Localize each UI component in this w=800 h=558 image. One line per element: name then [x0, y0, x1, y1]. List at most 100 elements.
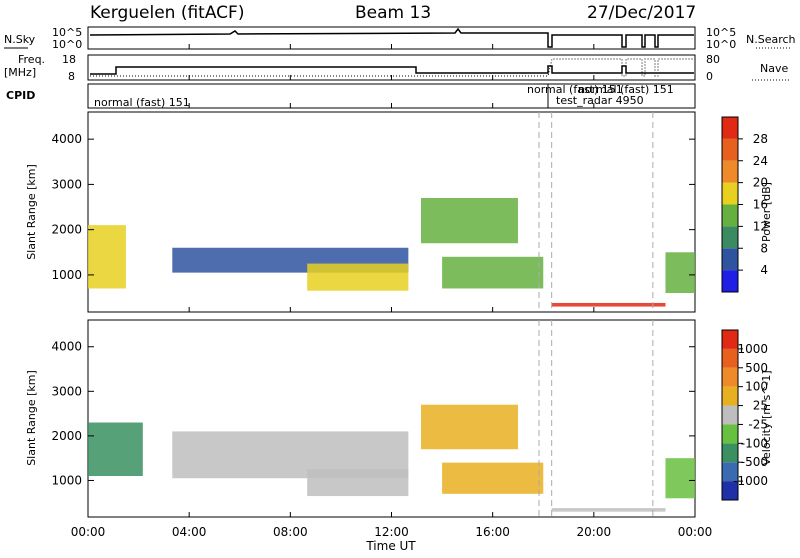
colorbar-swatch — [722, 367, 738, 387]
cpid-mode-2: normal (fast) 151 — [527, 83, 623, 96]
nsearch-tick-bottom: 10^0 — [706, 38, 736, 51]
velocity-colorbar-label: Velocity [m s^-1] — [760, 370, 773, 465]
velocity-panel: Slant Range [km] 1000 2000 3000 4000 — [25, 319, 696, 518]
x-tick-label: 16:00 — [475, 525, 510, 539]
colorbar-tick-label: 20 — [753, 176, 768, 190]
echo-region-7 — [665, 252, 695, 293]
power-ylabel: Slant Range [km] — [25, 164, 38, 260]
nsky-trace — [89, 27, 694, 48]
echo-region-7 — [665, 458, 695, 499]
nave-tick-bottom: 0 — [706, 70, 713, 83]
colorbar-swatch — [722, 481, 738, 500]
colorbar-swatch — [722, 248, 738, 271]
colorbar-swatch — [722, 160, 738, 183]
power-colorbar-label: Power [dB] — [760, 182, 773, 242]
nsearch-tick-top: 10^5 — [706, 26, 736, 39]
beam-title: Beam 13 — [355, 3, 431, 23]
y-tick-label: 3000 — [51, 384, 82, 398]
y-tick-label: 4000 — [51, 340, 82, 354]
cpid-panel: CPID normal (fast) 151 normal (fast) 151… — [6, 83, 696, 109]
colorbar-tick-label: 4 — [760, 263, 768, 277]
colorbar-swatch — [722, 117, 738, 139]
echo-region-6 — [551, 302, 666, 307]
colorbar-tick-label: 24 — [753, 154, 768, 168]
x-axis-ticks: 00:00 04:00 08:00 12:00 16:00 20:00 00:00 — [71, 44, 713, 539]
colorbar-tick-label: 28 — [753, 132, 768, 146]
velocity-colorbar: Velocity [m s^-1] 1000 500 100 25 -25 -100 -50… — [721, 329, 773, 501]
colorbar-tick-label: -100 — [741, 436, 768, 450]
colorbar-tick-label: 8 — [760, 241, 768, 255]
cpid-label: CPID — [6, 89, 35, 102]
x-tick-label: 12:00 — [374, 525, 409, 539]
cpid-mode-3: normal (fast) 151 — [578, 83, 674, 96]
nsearch-label: N.Search — [746, 33, 796, 46]
colorbar-tick-label: 12 — [753, 219, 768, 233]
colorbar-tick-label: 100 — [745, 380, 768, 394]
nave-label: Nave — [760, 62, 788, 75]
colorbar-tick-label: -25 — [748, 417, 768, 431]
nsky-label: N.Sky — [4, 33, 36, 46]
echo-region-1 — [88, 225, 126, 289]
freq-label-2: [MHz] — [4, 66, 36, 79]
echo-region-4 — [421, 197, 518, 244]
freq-tick-bottom: 8 — [68, 70, 75, 83]
x-tick-label: 20:00 — [577, 525, 612, 539]
nave-tick-top: 80 — [706, 53, 720, 66]
x-axis-label: Time UT — [365, 539, 416, 553]
colorbar-swatch — [722, 386, 738, 406]
colorbar-tick-label: 500 — [745, 361, 768, 375]
colorbar-swatch — [722, 204, 738, 227]
y-tick-label: 2000 — [51, 429, 82, 443]
y-tick-label: 3000 — [51, 177, 82, 191]
colorbar-swatch — [722, 138, 738, 161]
colorbar-swatch — [722, 443, 738, 463]
colorbar-swatch — [722, 462, 738, 482]
station-title: Kerguelen (fitACF) — [90, 3, 244, 23]
cpid-mode-4: test_radar 4950 — [556, 94, 644, 107]
nave-trace — [90, 58, 694, 77]
colorbar-swatch — [722, 405, 738, 425]
velocity-data — [88, 320, 695, 517]
nsky-panel: N.Sky 10^5 10^0 10^5 10^0 N.Search — [4, 26, 796, 51]
power-data — [88, 112, 695, 312]
date-title: 27/Dec/2017 — [587, 3, 696, 23]
nsky-tick-top: 10^5 — [52, 26, 82, 39]
colorbar-swatch — [722, 182, 738, 205]
cpid-mode-1: normal (fast) 151 — [94, 96, 190, 109]
echo-region-5 — [442, 256, 544, 289]
velocity-ylabel: Slant Range [km] — [25, 370, 38, 466]
echo-region-4 — [421, 404, 518, 450]
y-tick-label: 1000 — [51, 268, 82, 282]
colorbar-tick-label: 1000 — [737, 342, 768, 356]
freq-tick-top: 18 — [62, 53, 76, 66]
colorbar-swatch — [722, 424, 738, 444]
freq-label-1: Freq. — [18, 53, 45, 66]
echo-region-3 — [307, 469, 409, 497]
echo-region-5 — [442, 462, 544, 494]
x-tick-label: 00:00 — [71, 525, 106, 539]
colorbar-tick-label: 16 — [753, 198, 768, 212]
colorbar-tick-label: 25 — [753, 399, 768, 413]
colorbar-swatch — [722, 330, 738, 349]
colorbar-swatch — [722, 270, 738, 292]
colorbar-tick-label: -1000 — [733, 474, 768, 488]
echo-region-1 — [88, 422, 143, 476]
colorbar-swatch — [722, 348, 738, 368]
power-yticks: 1000 2000 3000 4000 — [51, 132, 695, 282]
x-tick-label: 04:00 — [172, 525, 207, 539]
power-panel: Slant Range [km] 1000 2000 3000 4000 — [25, 111, 696, 313]
colorbar-tick-label: -500 — [741, 455, 768, 469]
y-tick-label: 1000 — [51, 473, 82, 487]
velocity-yticks: 1000 2000 3000 4000 — [51, 340, 695, 487]
echo-region-3 — [307, 263, 409, 291]
colorbar-swatch — [722, 226, 738, 249]
y-tick-label: 4000 — [51, 132, 82, 146]
echo-region-6 — [551, 508, 666, 512]
freq-panel: Freq. [MHz] 18 8 80 0 Nave — [4, 53, 790, 83]
x-tick-label: 00:00 — [678, 525, 713, 539]
x-tick-label: 08:00 — [273, 525, 308, 539]
nsky-tick-bottom: 10^0 — [52, 38, 82, 51]
power-colorbar: Power [dB] 4 8 12 16 20 24 28 — [721, 116, 773, 293]
y-tick-label: 2000 — [51, 223, 82, 237]
